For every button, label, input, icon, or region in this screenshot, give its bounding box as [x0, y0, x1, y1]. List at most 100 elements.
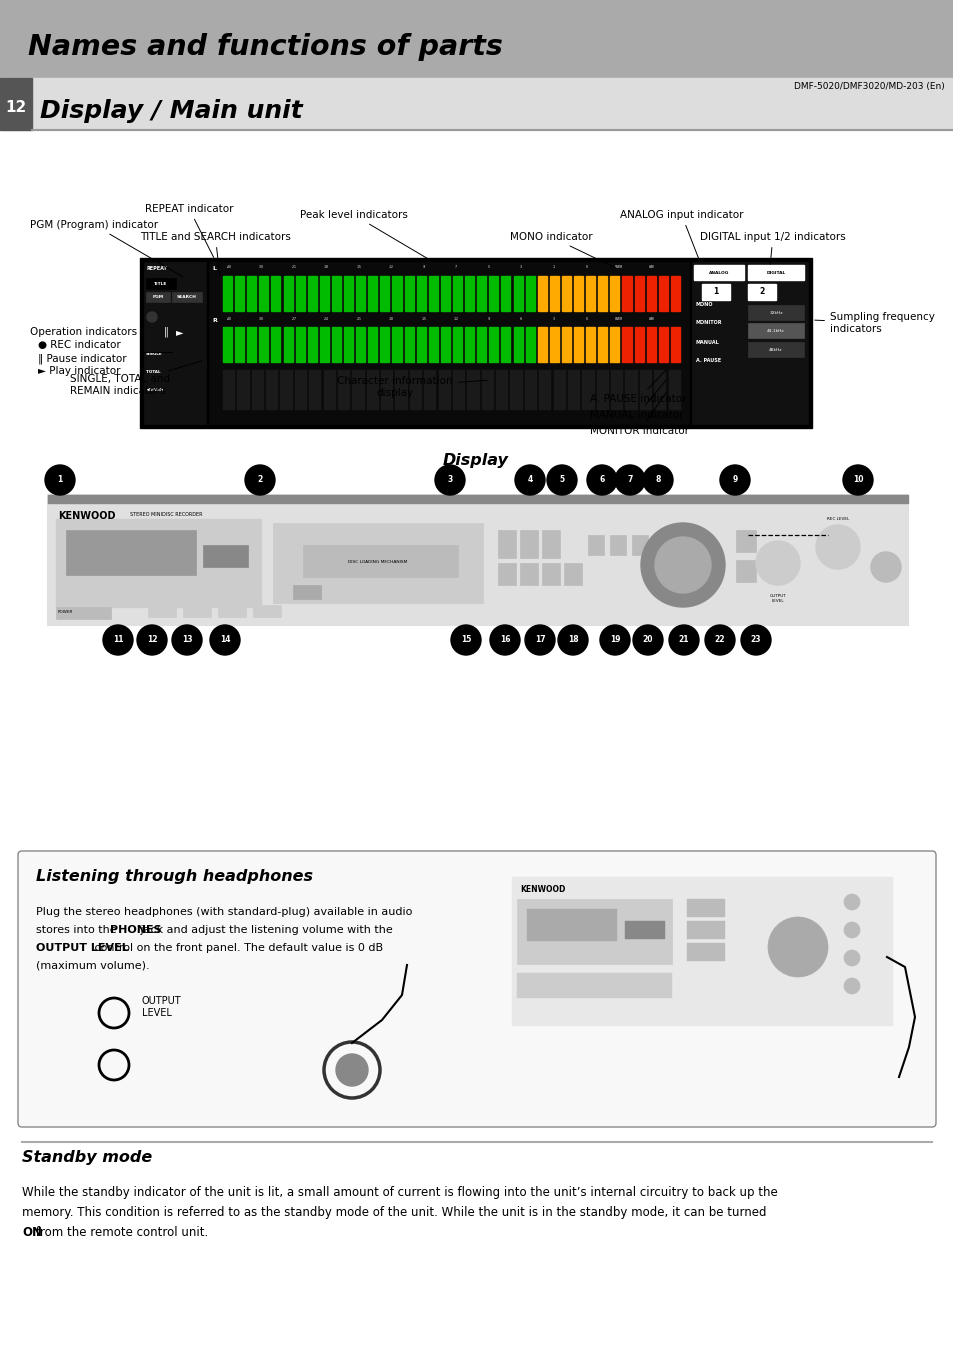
Bar [209, 262, 688, 424]
Text: -40: -40 [226, 265, 232, 269]
Bar [497, 530, 516, 558]
Bar [691, 262, 807, 424]
Text: 9: 9 [732, 476, 737, 485]
Bar [440, 276, 450, 311]
Bar [234, 276, 244, 311]
Text: REMAIN: REMAIN [146, 388, 164, 392]
Text: 44.1kHz: 44.1kHz [766, 330, 784, 332]
Text: 0: 0 [585, 317, 587, 322]
Text: -24: -24 [324, 317, 329, 322]
Text: 21: 21 [678, 635, 688, 644]
Circle shape [633, 626, 662, 655]
Bar [621, 276, 631, 311]
Text: PGM (Program) indicator: PGM (Program) indicator [30, 220, 182, 277]
Text: 16: 16 [499, 635, 510, 644]
Text: 2: 2 [257, 476, 262, 485]
Bar [624, 921, 664, 939]
Text: Display: Display [442, 453, 508, 467]
Text: -3: -3 [519, 265, 522, 269]
Bar [747, 342, 803, 357]
Bar [48, 494, 907, 503]
Text: A. PAUSE indicator: A. PAUSE indicator [589, 370, 686, 404]
Bar [293, 585, 320, 598]
Text: (dB): (dB) [648, 265, 654, 269]
Text: 4: 4 [527, 476, 532, 485]
Bar [598, 327, 607, 362]
Text: STEREO MINIDISC RECORDER: STEREO MINIDISC RECORDER [130, 512, 202, 517]
Bar [686, 943, 724, 961]
Bar [56, 519, 261, 607]
Bar [670, 276, 679, 311]
Bar [481, 370, 494, 409]
Bar [319, 276, 329, 311]
Bar [142, 259, 809, 426]
Text: PHONES: PHONES [110, 925, 161, 935]
Bar [501, 276, 510, 311]
Text: 1: 1 [57, 476, 63, 485]
Bar [541, 563, 559, 585]
Bar [735, 530, 755, 553]
Bar [252, 370, 264, 409]
Bar [553, 370, 565, 409]
Bar [303, 544, 457, 577]
Bar [283, 327, 293, 362]
Bar [581, 370, 594, 409]
Text: 15: 15 [460, 635, 471, 644]
Bar [496, 370, 508, 409]
Bar [747, 323, 803, 338]
Bar [693, 265, 743, 280]
Text: REPEAT indicator: REPEAT indicator [145, 204, 233, 258]
Bar [631, 535, 647, 555]
Text: Plug the stereo headphones (with standard-plug) available in audio: Plug the stereo headphones (with standar… [36, 907, 412, 917]
Bar [541, 530, 559, 558]
Bar [0, 78, 953, 130]
Circle shape [45, 465, 75, 494]
Bar [380, 327, 389, 362]
Text: MONITOR: MONITOR [696, 320, 721, 326]
Text: memory. This condition is referred to as the standby mode of the unit. While the: memory. This condition is referred to as… [22, 1206, 765, 1219]
Bar [0, 0, 953, 78]
Bar [283, 276, 293, 311]
Bar [659, 276, 667, 311]
Text: ANALOG: ANALOG [708, 272, 728, 276]
Text: 7: 7 [627, 476, 632, 485]
Bar [392, 276, 401, 311]
Bar [253, 605, 281, 617]
Text: OVER: OVER [615, 265, 622, 269]
Text: 17: 17 [534, 635, 545, 644]
Bar [392, 327, 401, 362]
Bar [747, 305, 803, 320]
Text: 10: 10 [852, 476, 862, 485]
Bar [48, 494, 907, 626]
Text: MONO indicator: MONO indicator [510, 232, 617, 269]
Text: PGM: PGM [152, 295, 163, 299]
Text: ►: ► [176, 327, 184, 336]
Bar [489, 327, 497, 362]
Text: (maximum volume).: (maximum volume). [36, 961, 150, 971]
Bar [380, 276, 389, 311]
Text: KENWOOD: KENWOOD [58, 511, 115, 521]
Circle shape [843, 950, 859, 966]
Text: 5: 5 [558, 476, 564, 485]
Bar [146, 278, 175, 289]
Bar [294, 370, 307, 409]
Bar [585, 276, 595, 311]
Bar [513, 276, 522, 311]
Bar [621, 327, 631, 362]
Bar [747, 265, 803, 280]
Text: 13: 13 [182, 635, 193, 644]
Text: DMF-5020/DMF3020/MD-203 (En): DMF-5020/DMF3020/MD-203 (En) [794, 82, 944, 91]
Bar [440, 327, 450, 362]
Bar [337, 370, 350, 409]
Bar [646, 276, 655, 311]
Text: -15: -15 [356, 265, 361, 269]
Text: Character information
display: Character information display [336, 377, 487, 399]
Bar [416, 327, 425, 362]
Bar [549, 327, 558, 362]
Bar [332, 327, 340, 362]
Bar [526, 909, 617, 942]
Circle shape [586, 465, 617, 494]
Circle shape [843, 894, 859, 911]
Bar [646, 327, 655, 362]
Text: TITLE: TITLE [154, 282, 168, 286]
